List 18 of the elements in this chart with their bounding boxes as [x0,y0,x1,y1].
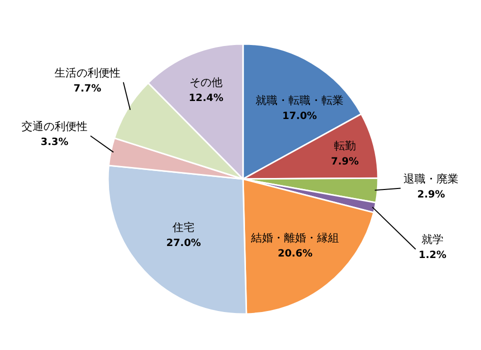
slice-label: 就学 [422,233,444,246]
data-label: 20.6% [278,248,312,260]
data-label: 1.2% [418,250,446,262]
slice-label: その他 [190,76,223,90]
slice-label: 交通の利便性 [22,120,88,133]
slice-label: 退職・廃業 [404,172,459,186]
slice-label: 就職・転職・転業 [256,94,344,107]
slice-label: 転勤 [334,140,356,152]
data-label: 7.7% [73,83,102,94]
slice-label: 結婚・離婚・縁組 [251,231,340,244]
data-label: 27.0% [166,238,201,250]
slice-label: 住宅 [172,221,195,234]
data-label: 7.9% [331,156,359,168]
data-label: 3.3% [40,136,68,148]
data-label: 17.0% [282,110,317,122]
data-label: 12.4% [188,93,224,104]
data-label: 2.9% [417,189,446,200]
slice-label: 生活の利便性 [54,66,120,80]
